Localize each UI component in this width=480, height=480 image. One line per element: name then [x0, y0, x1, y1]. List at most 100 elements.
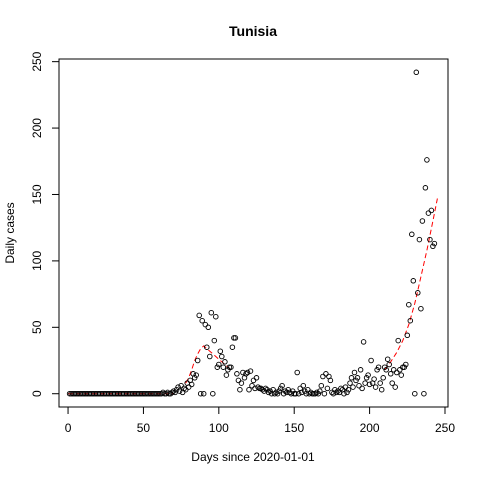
y-tick-label: 200	[30, 118, 44, 138]
data-point	[234, 371, 240, 377]
data-point	[273, 389, 279, 396]
y-tick-label: 0	[30, 390, 44, 397]
data-point	[213, 313, 219, 320]
data-point	[398, 372, 405, 378]
data-point	[262, 385, 269, 392]
data-point	[237, 386, 243, 393]
data-point	[194, 357, 201, 364]
x-tick-label: 0	[65, 421, 72, 435]
data-point	[359, 385, 365, 392]
y-tick-label: 250	[30, 51, 44, 71]
data-point	[321, 390, 328, 397]
data-point	[409, 231, 415, 238]
data-point	[208, 309, 215, 316]
data-point	[217, 348, 224, 354]
data-point	[386, 361, 392, 368]
data-points	[66, 69, 438, 397]
data-point	[327, 377, 334, 384]
data-point	[202, 321, 209, 328]
data-point	[366, 381, 373, 388]
data-point	[247, 368, 254, 374]
data-point	[363, 375, 370, 381]
data-point	[422, 185, 429, 191]
y-tick-label: 100	[30, 251, 44, 271]
data-point	[279, 382, 285, 389]
data-point	[384, 356, 391, 362]
data-point	[228, 364, 234, 370]
data-point	[365, 372, 371, 378]
data-point	[427, 236, 433, 243]
data-point	[271, 390, 278, 397]
data-point	[265, 389, 272, 396]
x-tick-label: 150	[284, 421, 304, 435]
data-point	[235, 377, 242, 384]
data-point	[176, 388, 183, 394]
x-axis-label: Days since 2020-01-01	[191, 450, 315, 464]
y-axis-label: Daily cases	[3, 202, 17, 263]
data-point	[314, 389, 320, 396]
data-point	[380, 375, 386, 381]
data-point	[357, 367, 364, 373]
data-point	[223, 372, 230, 378]
data-point	[390, 367, 397, 373]
data-point	[210, 390, 216, 397]
data-point	[350, 384, 356, 390]
data-point	[424, 157, 430, 163]
data-point	[372, 384, 379, 390]
data-point	[421, 390, 427, 397]
data-point	[341, 390, 347, 397]
data-point	[214, 364, 221, 370]
data-point	[347, 380, 353, 386]
data-point	[348, 375, 355, 381]
data-point	[188, 381, 195, 388]
data-point	[295, 390, 302, 397]
x-axis: 0 50 100 150 200 250	[65, 407, 455, 435]
data-point	[220, 364, 227, 370]
data-point	[425, 210, 432, 216]
data-point	[300, 382, 307, 389]
data-point	[199, 317, 205, 324]
data-point	[169, 389, 175, 396]
data-point	[412, 390, 418, 397]
data-point	[377, 380, 383, 386]
data-point	[294, 369, 300, 376]
data-point	[185, 384, 192, 390]
data-point	[243, 371, 249, 377]
data-point	[264, 386, 270, 393]
data-point	[232, 335, 239, 341]
x-tick-label: 50	[137, 421, 151, 435]
data-point	[401, 364, 408, 370]
data-point	[410, 278, 417, 284]
data-point	[216, 361, 222, 368]
data-point	[393, 369, 400, 376]
data-point	[354, 375, 361, 381]
data-point	[204, 344, 210, 350]
data-point	[333, 389, 340, 396]
data-point	[255, 384, 261, 390]
chart-title: Tunisia	[229, 23, 277, 39]
plot-frame	[58, 58, 449, 408]
y-tick-label: 50	[30, 320, 44, 334]
data-point	[403, 361, 409, 368]
data-point	[318, 382, 325, 389]
x-tick-label: 100	[209, 421, 229, 435]
data-point	[249, 382, 255, 389]
data-point	[344, 389, 350, 396]
data-point	[351, 369, 358, 376]
data-point	[253, 375, 260, 381]
data-point	[211, 337, 218, 344]
data-point	[292, 390, 299, 397]
data-point	[416, 236, 423, 243]
data-point	[345, 386, 352, 393]
data-point	[360, 339, 367, 345]
data-point	[320, 373, 326, 380]
data-point	[378, 386, 385, 393]
data-point	[193, 372, 199, 378]
data-point	[332, 386, 338, 393]
data-point	[428, 207, 435, 214]
data-point	[317, 388, 323, 394]
data-point	[383, 367, 389, 373]
data-point	[196, 312, 202, 319]
